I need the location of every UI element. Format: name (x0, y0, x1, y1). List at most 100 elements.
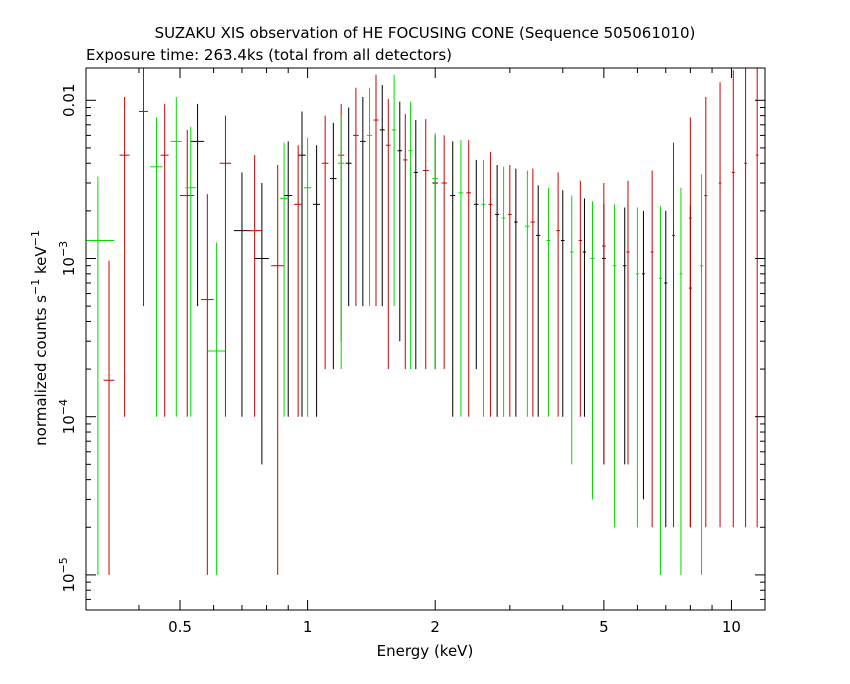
data-point (755, 68, 759, 528)
data-point (495, 164, 500, 417)
x-axis-label: Energy (keV) (377, 642, 474, 660)
data-point (626, 180, 630, 465)
data-point (688, 117, 692, 528)
data-point (612, 204, 617, 528)
data-point (590, 201, 595, 500)
data-point (397, 101, 403, 342)
data-point (514, 168, 518, 417)
data-point (321, 115, 329, 370)
data-point (200, 194, 214, 575)
data-point (298, 111, 306, 417)
data-point (379, 84, 385, 307)
data-point (413, 120, 418, 370)
data-point (150, 117, 163, 417)
x-tick-label: 2 (430, 618, 440, 636)
data-point (313, 145, 321, 417)
y-tick-label-exp: −4 (57, 399, 70, 415)
data-point (578, 180, 582, 417)
x-tick-label: 10 (722, 618, 741, 636)
data-point (422, 119, 429, 370)
y-tick-label: 10−3 (57, 241, 78, 276)
y-tick-label: 10−4 (57, 399, 78, 434)
data-point (450, 141, 456, 417)
y-tick-label-exp: −3 (57, 241, 70, 257)
data-point (233, 172, 250, 417)
x-tick-label: 5 (599, 618, 609, 636)
y-axis-label-exp1: −1 (29, 279, 42, 295)
y-axis-label-exp2: −1 (29, 230, 42, 246)
data-point (360, 96, 366, 307)
data-layer (86, 68, 759, 575)
data-point (119, 96, 130, 417)
data-point (671, 142, 676, 528)
data-point (284, 141, 293, 417)
data-point (546, 187, 551, 417)
y-tick-label-exp: −5 (57, 557, 70, 573)
data-point (623, 207, 627, 465)
data-point (254, 183, 269, 465)
data-point (373, 74, 379, 307)
data-point (408, 101, 413, 370)
y-tick-label-base: 10 (60, 573, 78, 592)
data-point (679, 187, 683, 575)
data-point (103, 260, 115, 575)
data-point (488, 152, 493, 417)
data-point (501, 166, 506, 417)
data-point (247, 155, 262, 417)
series-1 (103, 68, 759, 575)
data-point (207, 242, 226, 575)
data-point (338, 115, 345, 370)
data-point (582, 198, 587, 417)
data-point (635, 207, 639, 528)
x-tick-label: 0.5 (168, 618, 192, 636)
data-point (219, 115, 232, 417)
data-point (474, 159, 479, 370)
data-point (330, 122, 337, 370)
data-point (180, 129, 195, 417)
series-2 (86, 74, 704, 575)
data-point (658, 205, 663, 575)
data-point (718, 82, 722, 528)
y-axis-label-mid: keV (32, 246, 50, 279)
data-point (602, 183, 606, 465)
data-point (744, 68, 747, 528)
y-tick-label: 10−5 (57, 557, 78, 592)
y-axis-label: normalized counts s−1 keV−1 (29, 230, 50, 446)
data-point (641, 210, 645, 500)
data-point (536, 185, 541, 417)
plot-frame (85, 67, 766, 611)
data-point (650, 170, 654, 528)
data-point (345, 107, 352, 307)
y-tick-label: 0.01 (60, 84, 78, 117)
data-point (279, 142, 289, 417)
data-point (403, 113, 408, 370)
data-point (138, 68, 148, 307)
data-point (185, 126, 196, 417)
data-point (481, 159, 486, 417)
data-point (160, 103, 169, 417)
data-point (294, 145, 303, 417)
data-point (385, 98, 391, 370)
data-point (525, 170, 530, 417)
data-point (560, 190, 565, 417)
data-point (86, 176, 115, 575)
tick-label-layer: 0.5 1 2 5 1010−510−410−30.01 (57, 84, 741, 636)
data-point (507, 164, 512, 417)
x-tick-label: 1 (303, 618, 313, 636)
y-tick-label-base: 10 (60, 257, 78, 276)
data-point (731, 70, 735, 528)
chart-subtitle: Exposure time: 263.4ks (total from all d… (86, 46, 452, 64)
data-point (556, 172, 561, 417)
data-point (570, 195, 574, 465)
data-point (170, 96, 182, 417)
data-point (466, 140, 472, 417)
data-point (664, 210, 668, 528)
series-0 (190, 84, 692, 528)
data-point (271, 164, 285, 575)
data-point (366, 87, 373, 307)
data-point (190, 103, 205, 307)
y-axis-label-base: normalized counts s (32, 295, 50, 446)
data-point (700, 174, 704, 575)
